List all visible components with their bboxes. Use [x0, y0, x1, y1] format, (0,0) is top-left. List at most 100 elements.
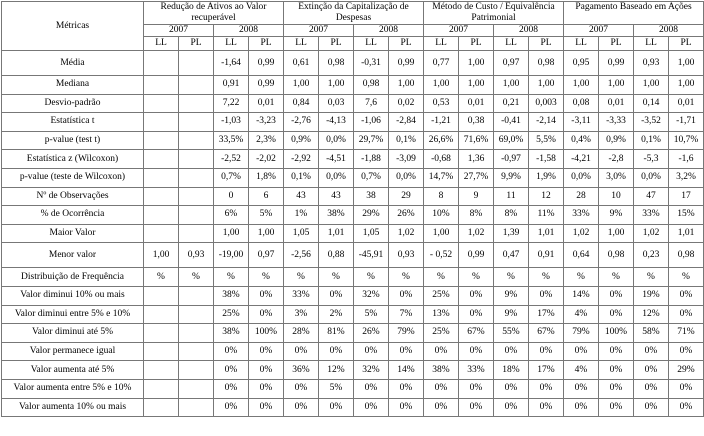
empty-cell [143, 167, 179, 188]
cell: 1,00 [423, 75, 459, 95]
cell: 0% [528, 378, 564, 399]
cell: 0% [667, 378, 704, 399]
cell: 0,08 [563, 93, 599, 114]
cell: 0% [458, 285, 494, 306]
empty-cell [143, 285, 179, 306]
cell: 29 [388, 186, 424, 207]
cell: % [318, 267, 354, 287]
cell: 17 [667, 186, 704, 207]
cell: 9% [493, 285, 529, 306]
cell: 0% [388, 397, 424, 418]
cell: 0,9% [598, 130, 634, 151]
cell: -1,6 [667, 149, 704, 169]
cell: -2,92 [283, 149, 319, 169]
cell: 5% [318, 378, 354, 399]
cell: 67% [458, 323, 494, 343]
cell: 38% [423, 360, 459, 380]
cell: 0% [667, 304, 704, 325]
row-label: Valor aumenta 10% ou mais [1, 397, 144, 418]
table-row: p-value (test t) 33,5% 2,3% 0,9% 0,0% 29,7% 0,… [1, 130, 704, 151]
cell: -2,56 [283, 242, 319, 269]
cell: -1,71 [667, 112, 704, 132]
cell: 9,9% [493, 167, 529, 188]
cell: 0,7% [213, 167, 249, 188]
cell: 33% [563, 205, 599, 225]
table-row: Valor diminui até 5% 38% 100% 28% 81% 26% 79% 2… [1, 323, 704, 343]
empty-cell [178, 223, 214, 244]
cell: 0% [458, 378, 494, 399]
cell: 0,47 [493, 242, 529, 269]
cell: 1,00 [423, 223, 459, 244]
cell: 0% [633, 360, 669, 380]
cell: 0% [493, 341, 529, 362]
row-label: Estatística t [1, 112, 144, 132]
row-label: Valor aumenta entre 5% e 10% [1, 378, 144, 399]
cell: 0,53 [423, 93, 459, 114]
empty-cell [143, 93, 179, 114]
cell: 5% [248, 205, 284, 225]
cell: 4% [563, 360, 599, 380]
cell: 32% [353, 285, 389, 306]
row-label: Desvio-padrão [1, 93, 144, 114]
cell: 0,98 [318, 50, 354, 76]
cell: 29% [667, 360, 704, 380]
table-row: Mediana 0,91 0,99 1,00 1,00 0,98 1,00 1,00 1,00 1… [1, 75, 704, 95]
row-label: Valor diminui até 5% [1, 323, 144, 343]
cell: -4,13 [318, 112, 354, 132]
empty-cell [143, 186, 179, 207]
cell: 1,39 [493, 223, 529, 244]
cell: -0,31 [353, 50, 389, 76]
cell: 0,99 [388, 50, 424, 76]
cell: 11% [528, 205, 564, 225]
table-row: Distribuição de Frequência%%%%%%%%%%%%%%… [1, 267, 704, 287]
cell: -1,58 [528, 149, 564, 169]
cell: 1,36 [458, 149, 494, 169]
row-label: Nº de Observações [1, 186, 144, 207]
sub-header: PL [598, 36, 634, 51]
cell: 0,0% [633, 167, 669, 188]
empty-cell [143, 50, 179, 76]
cell: 1,01 [318, 223, 354, 244]
sub-header: PL [667, 36, 704, 51]
cell: % [493, 267, 529, 287]
cell: 0% [423, 341, 459, 362]
cell: 0% [388, 285, 424, 306]
table-row: Valor diminui 10% ou mais 38% 0% 33% 0% 32% 0%… [1, 285, 704, 306]
year-header: 2007 [423, 24, 494, 37]
cell: 8 [423, 186, 459, 207]
cell: 0% [493, 397, 529, 418]
cell: 0,77 [423, 50, 459, 76]
cell: 0% [283, 378, 319, 399]
sub-header: PL [458, 36, 494, 51]
cell: 38% [213, 323, 249, 343]
cell: 79% [388, 323, 424, 343]
cell: 0,91 [213, 75, 249, 95]
cell: 1,00 [598, 75, 634, 95]
cell: % [528, 267, 564, 287]
row-label: Mediana [1, 75, 144, 95]
cell: -3,52 [633, 112, 669, 132]
empty-cell [143, 323, 179, 343]
empty-cell [143, 397, 179, 418]
cell: 9 [458, 186, 494, 207]
empty-cell [143, 360, 179, 380]
cell: 1,00 [493, 75, 529, 95]
cell: -1,06 [353, 112, 389, 132]
cell: 1,00 [248, 223, 284, 244]
cell: 10% [423, 205, 459, 225]
sub-header: PL [388, 36, 424, 51]
cell: 0% [493, 378, 529, 399]
cell: -2,52 [213, 149, 249, 169]
cell: 7,6 [353, 93, 389, 114]
cell: -3,23 [248, 112, 284, 132]
cell: 0,99 [598, 50, 634, 76]
cell: 43 [318, 186, 354, 207]
row-label: Estatística z (Wilcoxon) [1, 149, 144, 169]
sub-header: LL [283, 36, 319, 51]
cell: 0,99 [458, 242, 494, 269]
cell: 0% [248, 378, 284, 399]
cell: 0,1% [283, 167, 319, 188]
cell: 0,91 [528, 242, 564, 269]
cell: 0% [213, 360, 249, 380]
cell: 11 [493, 186, 529, 207]
